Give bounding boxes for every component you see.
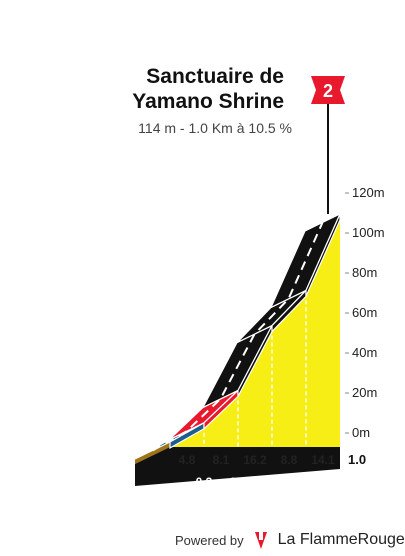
km-label: 0.6 — [264, 475, 281, 489]
footer: Powered by La FlammeRouge — [175, 530, 405, 550]
climb-title-line1: Sanctuaire de — [146, 65, 284, 88]
climb-title-line2: Yamano Shrine — [132, 90, 284, 113]
elevation-tick-label: 100m — [352, 225, 385, 240]
road-edge-segment — [305, 213, 341, 297]
brand-name: La FlammeRouge — [277, 531, 405, 548]
elevation-tick-label: 40m — [352, 345, 377, 360]
elevation-tick-label: 80m — [352, 265, 377, 280]
gradient-label: 16.2 — [243, 453, 267, 467]
km-label: 0.8 — [298, 475, 315, 489]
finish-flag-label: 2 — [323, 81, 333, 101]
km-end-label: 1.0 — [348, 452, 366, 467]
profile-front-face — [170, 214, 340, 447]
gradient-label: 8.8 — [281, 453, 298, 467]
elevation-tick-label: 0m — [352, 425, 370, 440]
gradient-label: 14.1 — [311, 453, 335, 467]
elevation-tick-label: 60m — [352, 305, 377, 320]
road-centre-line — [152, 222, 324, 452]
climb-title: Sanctuaire de Yamano Shrine — [132, 64, 284, 114]
elevation-tick-label: 120m — [352, 185, 385, 200]
km-label: 0.4 — [230, 475, 247, 489]
gradient-label: 4.8 — [179, 453, 196, 467]
elevation-tick-label: 20m — [352, 385, 377, 400]
flamme-rouge-logo-icon — [254, 532, 267, 549]
finish-flag — [311, 76, 345, 104]
powered-by-label: Powered by — [175, 532, 244, 548]
profile-side-face — [135, 442, 170, 464]
gradient-label: 8.1 — [213, 453, 230, 467]
km-label: 0.2 — [196, 475, 213, 489]
climb-subtitle: 114 m - 1.0 Km à 10.5 % — [138, 120, 292, 136]
distance-base-strip — [135, 447, 340, 486]
